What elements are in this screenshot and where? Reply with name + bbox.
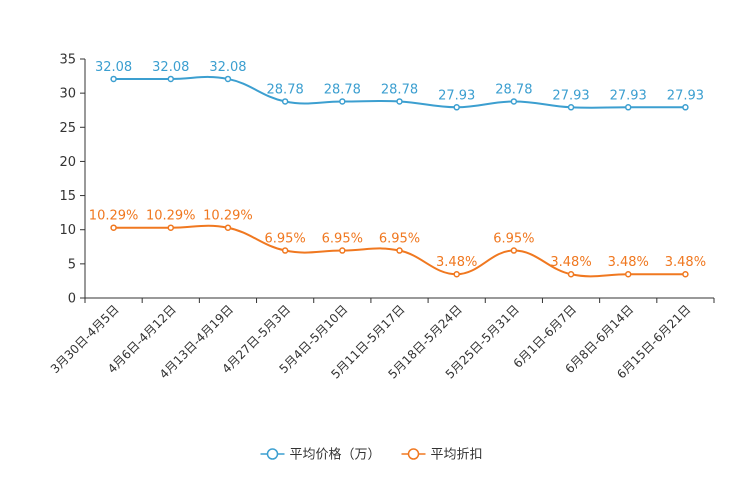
y-tick-label: 35 <box>59 53 76 68</box>
data-point[interactable] <box>567 104 575 111</box>
data-label: 28.78 <box>381 82 418 97</box>
data-point[interactable] <box>224 224 232 231</box>
data-point[interactable] <box>281 98 289 105</box>
y-tick-label: 15 <box>59 189 76 204</box>
data-label: 6.95% <box>379 232 420 247</box>
data-point[interactable] <box>110 224 117 231</box>
data-point[interactable] <box>510 98 518 105</box>
data-label: 3.48% <box>550 255 591 270</box>
data-point[interactable] <box>339 247 346 254</box>
data-label: 32.08 <box>152 60 189 75</box>
data-label: 10.29% <box>146 209 196 224</box>
legend-label-1[interactable]: 平均价格（万） <box>290 447 381 463</box>
data-label: 6.95% <box>493 232 534 247</box>
legend-label-2[interactable]: 平均折扣 <box>431 448 483 463</box>
data-point[interactable] <box>167 75 175 83</box>
data-point[interactable] <box>624 104 632 111</box>
y-tick-label: 25 <box>59 121 76 136</box>
data-point[interactable] <box>510 247 518 254</box>
data-label: 28.78 <box>267 82 304 97</box>
data-label: 28.78 <box>324 82 361 97</box>
data-label: 3.48% <box>665 255 706 270</box>
data-point[interactable] <box>167 224 175 231</box>
data-point[interactable] <box>682 104 689 111</box>
y-tick-label: 10 <box>59 223 76 238</box>
y-tick-label: 30 <box>59 87 76 102</box>
data-label: 32.08 <box>95 60 132 75</box>
data-label: 27.93 <box>667 88 704 103</box>
data-point[interactable] <box>281 247 289 254</box>
data-point[interactable] <box>453 270 460 278</box>
data-point[interactable] <box>682 270 689 278</box>
data-label: 27.93 <box>610 88 647 103</box>
data-label: 32.08 <box>209 60 246 75</box>
data-label: 28.78 <box>495 82 532 97</box>
y-tick-label: 20 <box>59 155 76 170</box>
data-point[interactable] <box>396 98 403 105</box>
data-point[interactable] <box>339 98 346 105</box>
legend-swatch-marker-1 <box>266 448 279 460</box>
y-tick-label: 5 <box>68 257 76 272</box>
data-label: 6.95% <box>264 232 305 247</box>
data-point[interactable] <box>624 270 632 278</box>
data-label: 10.29% <box>89 209 139 224</box>
data-point[interactable] <box>567 270 575 278</box>
data-label: 10.29% <box>203 209 253 224</box>
data-label: 6.95% <box>322 232 363 247</box>
data-point[interactable] <box>396 247 403 254</box>
y-tick-label: 0 <box>68 292 76 307</box>
data-point[interactable] <box>453 104 460 111</box>
data-label: 27.93 <box>438 88 475 103</box>
data-label: 27.93 <box>552 88 589 103</box>
data-point[interactable] <box>110 75 117 83</box>
data-label: 3.48% <box>436 255 477 270</box>
legend-swatch-marker-2 <box>407 448 420 460</box>
data-label: 3.48% <box>608 255 649 270</box>
data-point[interactable] <box>224 75 232 83</box>
